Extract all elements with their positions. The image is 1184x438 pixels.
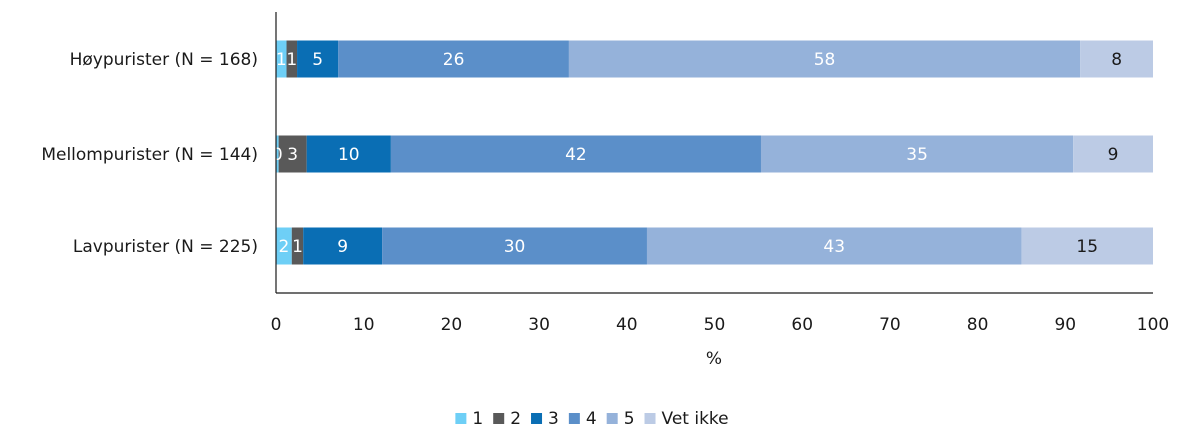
bars-layer: [276, 40, 1153, 265]
tick-labels-layer: 0 10 20 30 40 50 60 70 80 90 100: [271, 315, 1170, 335]
bar-segment: [1073, 135, 1153, 173]
bar-segment: [276, 40, 287, 78]
legend-swatch: [606, 413, 618, 424]
category-label: Mellompurister (N = 144): [41, 145, 258, 165]
x-tick-label: 10: [353, 315, 375, 335]
bar-segment: [306, 135, 391, 173]
legend-label: 1: [472, 409, 483, 429]
x-tick-label: 20: [441, 315, 463, 335]
bar-segment: [276, 227, 292, 265]
x-tick-label: 80: [967, 315, 989, 335]
data-label: 9: [1108, 145, 1119, 165]
data-label: 2: [278, 237, 289, 257]
x-tick-label: 30: [528, 315, 550, 335]
bar-segment: [1021, 227, 1153, 265]
category-label: Lavpurister (N = 225): [73, 237, 258, 257]
x-tick-label: 90: [1054, 315, 1076, 335]
bar-segment: [286, 40, 298, 78]
legend-swatch: [531, 413, 543, 424]
bar-segment: [291, 227, 304, 265]
data-label: 43: [823, 237, 845, 257]
data-label: 10: [338, 145, 360, 165]
data-labels-layer: 1 1 5 26 58 80 3 10 42 35 92 1 9 30 43 15: [272, 50, 1122, 257]
data-label: 1: [276, 50, 287, 70]
bar-segment: [303, 227, 383, 265]
bar-segment: [646, 227, 1022, 265]
data-label: 42: [565, 145, 587, 165]
legend-label: 2: [510, 409, 521, 429]
data-label: 5: [312, 50, 323, 70]
x-tick-label: 60: [791, 315, 813, 335]
axes-layer: [275, 12, 1153, 294]
x-axis-title: %: [706, 349, 722, 369]
bar-segment: [338, 40, 569, 78]
data-label: 58: [814, 50, 836, 70]
x-tick-label: 40: [616, 315, 638, 335]
data-label: 15: [1076, 237, 1098, 257]
bar-segment: [760, 135, 1074, 173]
data-label: 8: [1111, 50, 1122, 70]
legend-swatch: [455, 413, 467, 424]
data-label: 35: [906, 145, 928, 165]
bar-segment: [1080, 40, 1153, 78]
bar-segment: [568, 40, 1081, 78]
legend-label: 4: [586, 409, 597, 429]
legend-label: Vet ikke: [662, 409, 729, 429]
data-label: 26: [443, 50, 465, 70]
bar-segment: [390, 135, 761, 173]
legend-swatch: [644, 413, 656, 424]
legend-swatch: [493, 413, 505, 424]
x-tick-label: 50: [704, 315, 726, 335]
x-tick-label: 100: [1137, 315, 1169, 335]
legend-label: 5: [624, 409, 635, 429]
bar-segment: [297, 40, 339, 78]
data-label: 3: [287, 145, 298, 165]
legend-label: 3: [548, 409, 559, 429]
legend: 1 2 3 4 5 Vet ikke: [455, 409, 729, 429]
data-label: 9: [337, 237, 348, 257]
data-label: 1: [292, 237, 303, 257]
data-label: 30: [504, 237, 526, 257]
legend-swatch: [568, 413, 580, 424]
category-label: Høypurister (N = 168): [70, 50, 258, 70]
data-label: 0: [272, 145, 283, 165]
bar-segment: [382, 227, 647, 265]
bar-segment: [276, 135, 279, 173]
data-label: 1: [286, 50, 297, 70]
category-labels-layer: Høypurister (N = 168) Mellompurister (N =…: [41, 50, 258, 257]
x-tick-label: 70: [879, 315, 901, 335]
x-tick-label: 0: [271, 315, 282, 335]
bar-segment: [278, 135, 307, 173]
